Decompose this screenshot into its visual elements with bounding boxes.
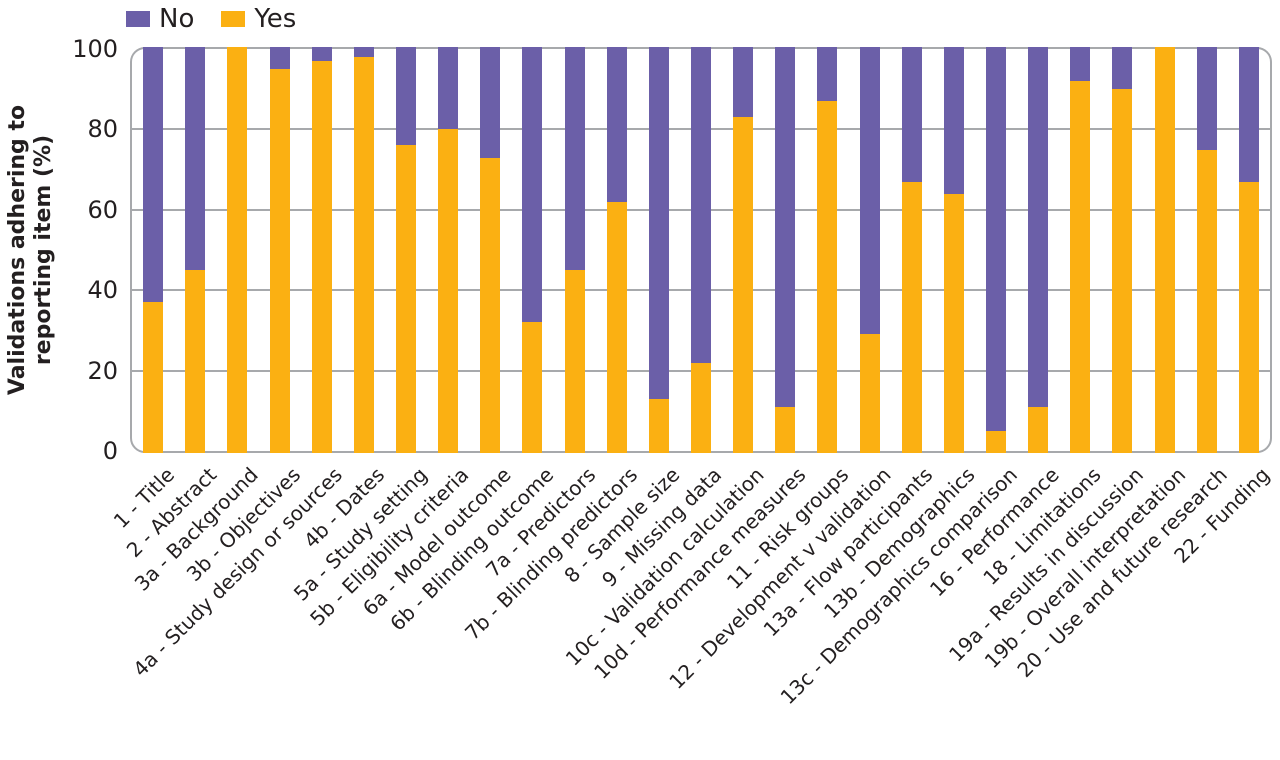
bar-group xyxy=(1238,47,1259,453)
bar-segment-no xyxy=(353,47,374,58)
y-tick-label: 100 xyxy=(72,35,118,63)
bar-segment-yes xyxy=(901,181,922,453)
y-tick-label: 60 xyxy=(87,195,118,224)
bar-group xyxy=(733,47,754,453)
legend-swatch-yes-icon xyxy=(221,11,246,27)
bar-group xyxy=(1196,47,1217,453)
bar-segment-no xyxy=(901,47,922,182)
bar-segment-yes xyxy=(143,302,164,453)
bar-segment-yes xyxy=(269,69,290,453)
bar-group xyxy=(269,47,290,453)
bar-segment-no xyxy=(480,47,501,158)
y-tick-label: 20 xyxy=(87,356,118,385)
bar-segment-no xyxy=(185,47,206,271)
bar-segment-no xyxy=(986,47,1007,431)
bar-segment-yes xyxy=(691,362,711,453)
bar-group xyxy=(564,47,585,453)
bar-segment-no xyxy=(1238,47,1259,182)
bar-group xyxy=(522,47,543,453)
bar-group xyxy=(691,47,711,453)
bar-group xyxy=(943,47,964,453)
y-axis-title-line1: Validations adhering to xyxy=(5,104,31,396)
bar-segment-no xyxy=(859,47,880,335)
bar-segment-no xyxy=(606,47,627,202)
bar-segment-no xyxy=(648,47,669,399)
bar-segment-no xyxy=(691,47,711,363)
bar-group xyxy=(311,47,332,453)
bar-segment-yes xyxy=(438,129,459,453)
bar-segment-no xyxy=(817,47,838,102)
bar-group xyxy=(775,47,796,453)
bar-segment-yes xyxy=(1112,89,1133,453)
y-axis-title-line2: reporting item (%) xyxy=(31,134,56,366)
bar-segment-no xyxy=(1112,47,1133,90)
bar-segment-yes xyxy=(185,270,206,453)
bar-segment-yes xyxy=(1028,406,1049,453)
bar-segment-yes xyxy=(648,398,669,453)
y-tick-label: 40 xyxy=(87,276,118,305)
legend-label-yes: Yes xyxy=(254,4,297,34)
bar-segment-yes xyxy=(1154,47,1175,453)
bar-segment-yes xyxy=(480,157,501,453)
bar-segment-yes xyxy=(395,145,416,453)
bar-segment-yes xyxy=(606,201,627,453)
bar-group xyxy=(1028,47,1049,453)
legend-label-no: No xyxy=(159,4,195,34)
bar-segment-yes xyxy=(817,101,838,453)
bar-group xyxy=(606,47,627,453)
bar-segment-no xyxy=(564,47,585,271)
legend: No Yes xyxy=(126,6,296,32)
bar-segment-yes xyxy=(1196,149,1217,453)
y-axis-title: Validations adhering to reporting item (… xyxy=(5,30,57,470)
bar-segment-no xyxy=(733,47,754,118)
bar-segment-no xyxy=(775,47,796,407)
plot-area xyxy=(130,47,1272,453)
y-tick-label: 80 xyxy=(87,115,118,144)
bar-segment-yes xyxy=(564,270,585,453)
bar-segment-yes xyxy=(859,334,880,453)
bar-segment-no xyxy=(143,47,164,303)
bar-segment-no xyxy=(311,47,332,62)
bar-group xyxy=(227,47,248,453)
bar-group xyxy=(438,47,459,453)
bar-segment-yes xyxy=(733,117,754,453)
bar-segment-no xyxy=(522,47,543,323)
bar-segment-yes xyxy=(1070,81,1091,453)
bar-segment-yes xyxy=(986,430,1007,453)
bar-group xyxy=(901,47,922,453)
bar-segment-yes xyxy=(943,193,964,453)
bar-group xyxy=(1112,47,1133,453)
bar-segment-yes xyxy=(227,47,248,453)
bar-segment-no xyxy=(1196,47,1217,150)
bar-group xyxy=(395,47,416,453)
bar-segment-no xyxy=(1028,47,1049,407)
bar-segment-no xyxy=(1070,47,1091,82)
bar-group xyxy=(859,47,880,453)
bar-segment-yes xyxy=(775,406,796,453)
bar-group xyxy=(1070,47,1091,453)
legend-swatch-no-icon xyxy=(126,11,150,27)
bar-group xyxy=(480,47,501,453)
y-tick-label: 0 xyxy=(102,437,118,465)
bar-segment-yes xyxy=(353,57,374,453)
bar-group xyxy=(143,47,164,453)
bar-group xyxy=(1154,47,1175,453)
bar-segment-no xyxy=(438,47,459,130)
bar-segment-no xyxy=(943,47,964,194)
bar-segment-yes xyxy=(1238,181,1259,453)
bar-group xyxy=(185,47,206,453)
bar-segment-no xyxy=(395,47,416,146)
bar-group xyxy=(353,47,374,453)
bar-segment-no xyxy=(269,47,290,70)
bar-segment-yes xyxy=(311,61,332,453)
bar-group xyxy=(817,47,838,453)
bar-group xyxy=(986,47,1007,453)
bar-segment-yes xyxy=(522,322,543,453)
bar-group xyxy=(648,47,669,453)
